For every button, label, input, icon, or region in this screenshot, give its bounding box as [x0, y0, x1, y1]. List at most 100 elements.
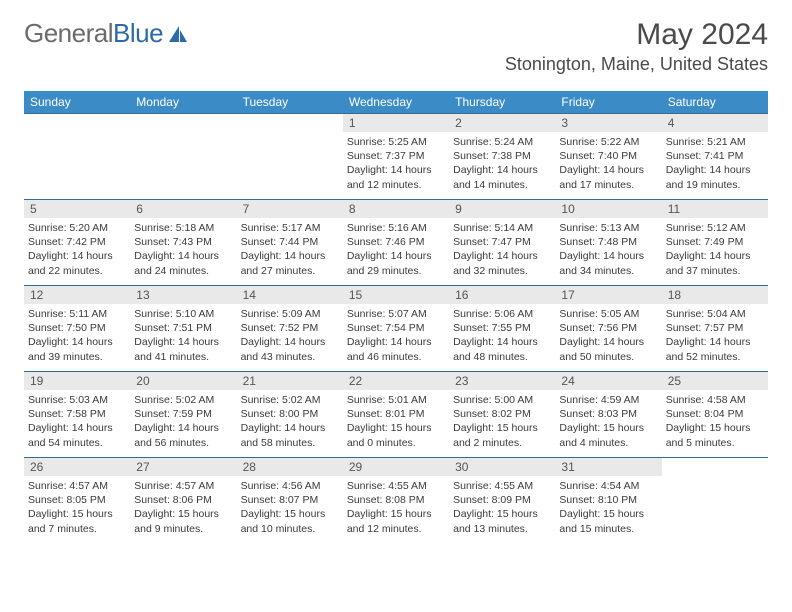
sunrise-line: Sunrise: 5:01 AM — [347, 393, 445, 407]
day-details: Sunrise: 5:06 AMSunset: 7:55 PMDaylight:… — [449, 304, 555, 367]
calendar-day-cell: 14Sunrise: 5:09 AMSunset: 7:52 PMDayligh… — [237, 286, 343, 372]
day-number: 12 — [24, 286, 130, 304]
sunset-line: Sunset: 7:58 PM — [28, 407, 126, 421]
weekday-header: Sunday — [24, 91, 130, 114]
sunset-line: Sunset: 7:38 PM — [453, 149, 551, 163]
sunset-line: Sunset: 8:03 PM — [559, 407, 657, 421]
sunrise-line: Sunrise: 5:13 AM — [559, 221, 657, 235]
calendar-day-cell: 19Sunrise: 5:03 AMSunset: 7:58 PMDayligh… — [24, 372, 130, 458]
brand-logo: GeneralBlue — [24, 18, 189, 49]
daylight-line: Daylight: 14 hours and 34 minutes. — [559, 249, 657, 277]
day-details: Sunrise: 5:07 AMSunset: 7:54 PMDaylight:… — [343, 304, 449, 367]
day-details: Sunrise: 5:02 AMSunset: 7:59 PMDaylight:… — [130, 390, 236, 453]
sunset-line: Sunset: 7:51 PM — [134, 321, 232, 335]
location-subtitle: Stonington, Maine, United States — [505, 54, 768, 75]
calendar-day-cell: 12Sunrise: 5:11 AMSunset: 7:50 PMDayligh… — [24, 286, 130, 372]
day-details: Sunrise: 4:57 AMSunset: 8:05 PMDaylight:… — [24, 476, 130, 539]
weekday-header: Saturday — [662, 91, 768, 114]
daylight-line: Daylight: 15 hours and 15 minutes. — [559, 507, 657, 535]
day-number: 2 — [449, 114, 555, 132]
calendar-week-row: 1Sunrise: 5:25 AMSunset: 7:37 PMDaylight… — [24, 114, 768, 200]
day-number: 27 — [130, 458, 236, 476]
sunrise-line: Sunrise: 5:12 AM — [666, 221, 764, 235]
day-number: 25 — [662, 372, 768, 390]
sunrise-line: Sunrise: 4:56 AM — [241, 479, 339, 493]
day-details: Sunrise: 5:01 AMSunset: 8:01 PMDaylight:… — [343, 390, 449, 453]
sunset-line: Sunset: 7:49 PM — [666, 235, 764, 249]
day-details: Sunrise: 5:18 AMSunset: 7:43 PMDaylight:… — [130, 218, 236, 281]
day-details: Sunrise: 4:55 AMSunset: 8:09 PMDaylight:… — [449, 476, 555, 539]
calendar-day-cell — [662, 458, 768, 544]
daylight-line: Daylight: 15 hours and 9 minutes. — [134, 507, 232, 535]
day-number: 5 — [24, 200, 130, 218]
day-details: Sunrise: 5:10 AMSunset: 7:51 PMDaylight:… — [130, 304, 236, 367]
sunset-line: Sunset: 7:47 PM — [453, 235, 551, 249]
calendar-day-cell: 24Sunrise: 4:59 AMSunset: 8:03 PMDayligh… — [555, 372, 661, 458]
sunset-line: Sunset: 8:10 PM — [559, 493, 657, 507]
day-number: 17 — [555, 286, 661, 304]
calendar-week-row: 12Sunrise: 5:11 AMSunset: 7:50 PMDayligh… — [24, 286, 768, 372]
daylight-line: Daylight: 14 hours and 22 minutes. — [28, 249, 126, 277]
calendar-day-cell: 26Sunrise: 4:57 AMSunset: 8:05 PMDayligh… — [24, 458, 130, 544]
daylight-line: Daylight: 14 hours and 48 minutes. — [453, 335, 551, 363]
day-details: Sunrise: 5:12 AMSunset: 7:49 PMDaylight:… — [662, 218, 768, 281]
sunrise-line: Sunrise: 5:07 AM — [347, 307, 445, 321]
calendar-day-cell: 15Sunrise: 5:07 AMSunset: 7:54 PMDayligh… — [343, 286, 449, 372]
day-details: Sunrise: 5:14 AMSunset: 7:47 PMDaylight:… — [449, 218, 555, 281]
sunset-line: Sunset: 8:09 PM — [453, 493, 551, 507]
sunset-line: Sunset: 7:46 PM — [347, 235, 445, 249]
daylight-line: Daylight: 15 hours and 7 minutes. — [28, 507, 126, 535]
month-title: May 2024 — [505, 18, 768, 52]
day-number: 3 — [555, 114, 661, 132]
day-number: 22 — [343, 372, 449, 390]
calendar-day-cell: 20Sunrise: 5:02 AMSunset: 7:59 PMDayligh… — [130, 372, 236, 458]
sunrise-line: Sunrise: 5:02 AM — [134, 393, 232, 407]
daylight-line: Daylight: 14 hours and 52 minutes. — [666, 335, 764, 363]
sunrise-line: Sunrise: 5:25 AM — [347, 135, 445, 149]
sunrise-line: Sunrise: 5:17 AM — [241, 221, 339, 235]
daylight-line: Daylight: 14 hours and 50 minutes. — [559, 335, 657, 363]
sunrise-line: Sunrise: 4:54 AM — [559, 479, 657, 493]
calendar-day-cell: 29Sunrise: 4:55 AMSunset: 8:08 PMDayligh… — [343, 458, 449, 544]
day-number: 24 — [555, 372, 661, 390]
calendar-day-cell: 25Sunrise: 4:58 AMSunset: 8:04 PMDayligh… — [662, 372, 768, 458]
day-number: 21 — [237, 372, 343, 390]
calendar-day-cell: 17Sunrise: 5:05 AMSunset: 7:56 PMDayligh… — [555, 286, 661, 372]
day-number: 6 — [130, 200, 236, 218]
calendar-day-cell: 22Sunrise: 5:01 AMSunset: 8:01 PMDayligh… — [343, 372, 449, 458]
calendar-day-cell: 2Sunrise: 5:24 AMSunset: 7:38 PMDaylight… — [449, 114, 555, 200]
daylight-line: Daylight: 15 hours and 2 minutes. — [453, 421, 551, 449]
day-details: Sunrise: 4:58 AMSunset: 8:04 PMDaylight:… — [662, 390, 768, 453]
day-number: 30 — [449, 458, 555, 476]
calendar-day-cell: 16Sunrise: 5:06 AMSunset: 7:55 PMDayligh… — [449, 286, 555, 372]
daylight-line: Daylight: 14 hours and 54 minutes. — [28, 421, 126, 449]
daylight-line: Daylight: 14 hours and 19 minutes. — [666, 163, 764, 191]
daylight-line: Daylight: 14 hours and 56 minutes. — [134, 421, 232, 449]
sunrise-line: Sunrise: 4:55 AM — [453, 479, 551, 493]
daylight-line: Daylight: 14 hours and 24 minutes. — [134, 249, 232, 277]
calendar-day-cell: 1Sunrise: 5:25 AMSunset: 7:37 PMDaylight… — [343, 114, 449, 200]
sunset-line: Sunset: 7:48 PM — [559, 235, 657, 249]
sunset-line: Sunset: 7:43 PM — [134, 235, 232, 249]
weekday-header: Friday — [555, 91, 661, 114]
sunrise-line: Sunrise: 5:02 AM — [241, 393, 339, 407]
daylight-line: Daylight: 14 hours and 37 minutes. — [666, 249, 764, 277]
calendar-day-cell: 7Sunrise: 5:17 AMSunset: 7:44 PMDaylight… — [237, 200, 343, 286]
daylight-line: Daylight: 14 hours and 58 minutes. — [241, 421, 339, 449]
sunrise-line: Sunrise: 5:03 AM — [28, 393, 126, 407]
calendar-week-row: 5Sunrise: 5:20 AMSunset: 7:42 PMDaylight… — [24, 200, 768, 286]
day-number: 7 — [237, 200, 343, 218]
sunrise-line: Sunrise: 5:14 AM — [453, 221, 551, 235]
brand-gray: General — [24, 18, 113, 49]
day-number: 1 — [343, 114, 449, 132]
sunrise-line: Sunrise: 5:20 AM — [28, 221, 126, 235]
sunset-line: Sunset: 7:50 PM — [28, 321, 126, 335]
day-details: Sunrise: 5:02 AMSunset: 8:00 PMDaylight:… — [237, 390, 343, 453]
sunset-line: Sunset: 8:08 PM — [347, 493, 445, 507]
day-details: Sunrise: 5:25 AMSunset: 7:37 PMDaylight:… — [343, 132, 449, 195]
day-details: Sunrise: 4:59 AMSunset: 8:03 PMDaylight:… — [555, 390, 661, 453]
day-details: Sunrise: 4:56 AMSunset: 8:07 PMDaylight:… — [237, 476, 343, 539]
sunset-line: Sunset: 7:57 PM — [666, 321, 764, 335]
daylight-line: Daylight: 15 hours and 13 minutes. — [453, 507, 551, 535]
sunrise-line: Sunrise: 5:00 AM — [453, 393, 551, 407]
